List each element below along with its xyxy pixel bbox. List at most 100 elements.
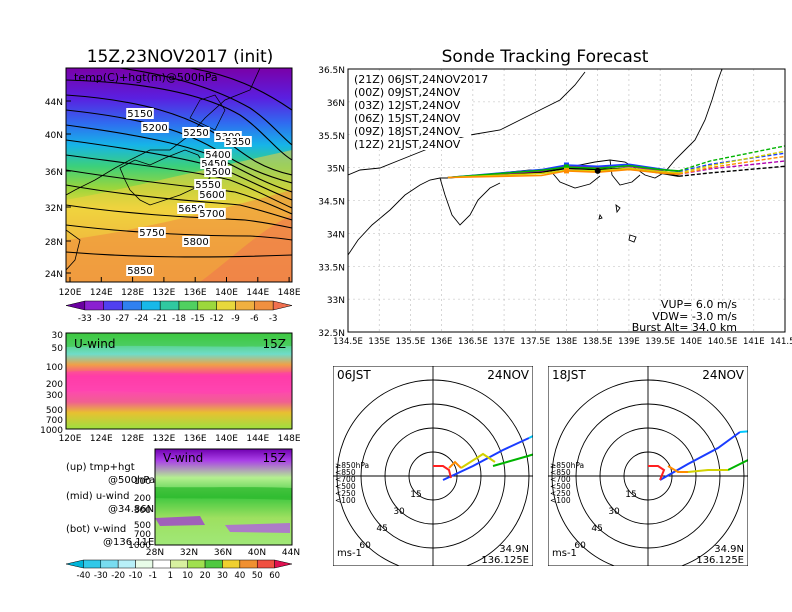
hodo-lon: 136.125E [696, 555, 744, 566]
map-label: temp(C)+hgt(m)@500hPa [74, 71, 218, 84]
legend-mid-b: @34.86N [108, 504, 154, 515]
lon-tick: 140E [215, 288, 238, 298]
hodo-level-legend: <100 [335, 496, 356, 505]
hodo-ring-label: 15 [410, 490, 421, 500]
hodo-ring-label: 60 [574, 541, 586, 551]
lon-tick: 128E [121, 288, 144, 298]
hodo-ring-label: 30 [393, 507, 405, 517]
contour-label: 5350 [225, 137, 250, 148]
contour-label-bg [198, 208, 226, 219]
wind-colorbar-label: 40 [234, 571, 245, 581]
right-title: Sonde Tracking Forecast [442, 47, 649, 67]
track-lon-tick: 136E [431, 337, 453, 347]
wind-colorbar-swatch [274, 559, 293, 569]
uwind-label: U-wind [74, 337, 115, 351]
legend-mid-a: (mid) u-wind [66, 491, 129, 502]
track-lat-tick: 32.5N [318, 329, 345, 339]
colorbar-swatch [235, 300, 255, 311]
lon-tick: 148E [278, 288, 301, 298]
hodo-time: 18JST [552, 368, 586, 382]
wind-colorbar: -40 -30 -20 -10 -1 1 10 20 30 40 50 60 [65, 559, 293, 581]
wind-colorbar-swatch [135, 559, 154, 569]
legend-up-b: @500hPa [108, 475, 155, 486]
legend-bot-b: @136.11E [103, 537, 154, 548]
run-legend-bg [352, 99, 472, 111]
track-lat-tick: 36N [327, 99, 345, 109]
wind-colorbar-swatch [187, 559, 206, 569]
lat-tick: 40N [45, 131, 63, 141]
uwind-lon-tick: 128E [121, 434, 144, 444]
wind-colorbar-swatch [222, 559, 241, 569]
temp-colorbar-label: -12 [210, 314, 224, 324]
contour-label-bg [182, 236, 210, 247]
hodo-trace [460, 452, 496, 469]
hodo-level-legend: <850 [335, 468, 356, 477]
uwind-p-tick: 200 [46, 380, 63, 390]
vwind-p-tick: 1000 [128, 541, 151, 551]
lat-tick: 36N [45, 168, 63, 178]
hodo-lat: 34.9N [714, 544, 744, 555]
temp-colorbar-label: -30 [97, 314, 111, 324]
wind-colorbar-swatch [170, 559, 188, 569]
hodo-date: 24NOV [487, 368, 529, 382]
contour-labels: 5150520052505300535054005450550055505600… [126, 108, 252, 277]
uwind-p-tick: 700 [46, 416, 63, 426]
track-descent-line [678, 165, 785, 177]
wind-colorbar-label: 1 [168, 571, 173, 581]
wind-colorbar-label: -30 [94, 571, 108, 581]
track-descent-line [678, 160, 785, 175]
vwind-p-tick: 500 [134, 521, 151, 531]
wind-colorbar-label: 10 [182, 571, 193, 581]
run-legend-entry: (00Z) 09JST,24NOV [354, 86, 461, 99]
uwind-p-tick: 1000 [40, 426, 63, 436]
temp-field [66, 68, 292, 282]
contour-label: 5250 [183, 128, 208, 139]
contour-label-bg [200, 158, 228, 169]
hodo-lat: 34.9N [499, 544, 529, 555]
lat-tick: 32N [45, 204, 63, 214]
vwind-lat-tick: 32N [180, 548, 198, 558]
param-burst: Burst Alt= 34.0 km [632, 321, 737, 334]
left-map-axes: 44N 40N 36N 32N 28N 24N 120E 124E 128E 132E 136E 14… [45, 98, 301, 298]
track-descent-line [678, 152, 785, 173]
vwind-lat-tick: 40N [248, 548, 266, 558]
hodo-trace [492, 453, 533, 467]
track-lon-tick: 134.5E [333, 337, 363, 347]
wind-colorbar-swatch [83, 559, 102, 569]
track-lat-tick: 36.5N [318, 66, 345, 76]
uwind-p-tick: 50 [52, 344, 64, 354]
run-legend-entry: (21Z) 06JST,24NOV2017 [354, 73, 488, 86]
uwind-lon-tick: 132E [152, 434, 175, 444]
contour-label: 5200 [142, 123, 167, 134]
temp-colorbar: -33 -30 -27 -24 -21 -18 -15 -12 -9 -6 -3 [65, 300, 293, 324]
legend-bot-a: (bot) v-wind [66, 524, 126, 535]
track-lon-tick: 139.5E [645, 337, 675, 347]
run-legend-bg [352, 73, 497, 85]
hodo-lon: 136.125E [481, 555, 529, 566]
hodo-trace [433, 465, 452, 479]
track-lon-tick: 137E [493, 337, 515, 347]
track-lon-tick: 136.5E [458, 337, 488, 347]
hodo-level-legend: <500 [550, 482, 571, 491]
lat-tick: 28N [45, 238, 63, 248]
hodo-ring-label: 45 [376, 524, 387, 534]
colorbar-swatch [272, 300, 293, 311]
lat-tick: 44N [45, 98, 63, 108]
wind-colorbar-swatch [152, 559, 171, 569]
wind-colorbar-swatch [204, 559, 223, 569]
wind-colorbar-label: 60 [269, 571, 280, 581]
run-legend-bg [352, 138, 472, 150]
track-descent-line [678, 155, 785, 175]
temp-colorbar-label: -27 [116, 314, 130, 324]
track-axes: 36.5N 36N 35.5N 35N 34.5N 34N 33.5N 33N 32.5N134… [318, 66, 792, 347]
uwind-p-tick: 500 [46, 406, 63, 416]
wind-colorbar-swatch [100, 559, 119, 569]
left-title: 15Z,23NOV2017 (init) [87, 47, 274, 67]
hodo-level-legend: <100 [550, 496, 571, 505]
wind-colorbar-swatch [117, 559, 136, 569]
run-legend-entry: (09Z) 18JST,24NOV [354, 125, 461, 138]
wind-colorbar-swatch [256, 559, 275, 569]
contour-label-bg [138, 227, 166, 238]
hodo-ring-label: 60 [359, 541, 371, 551]
